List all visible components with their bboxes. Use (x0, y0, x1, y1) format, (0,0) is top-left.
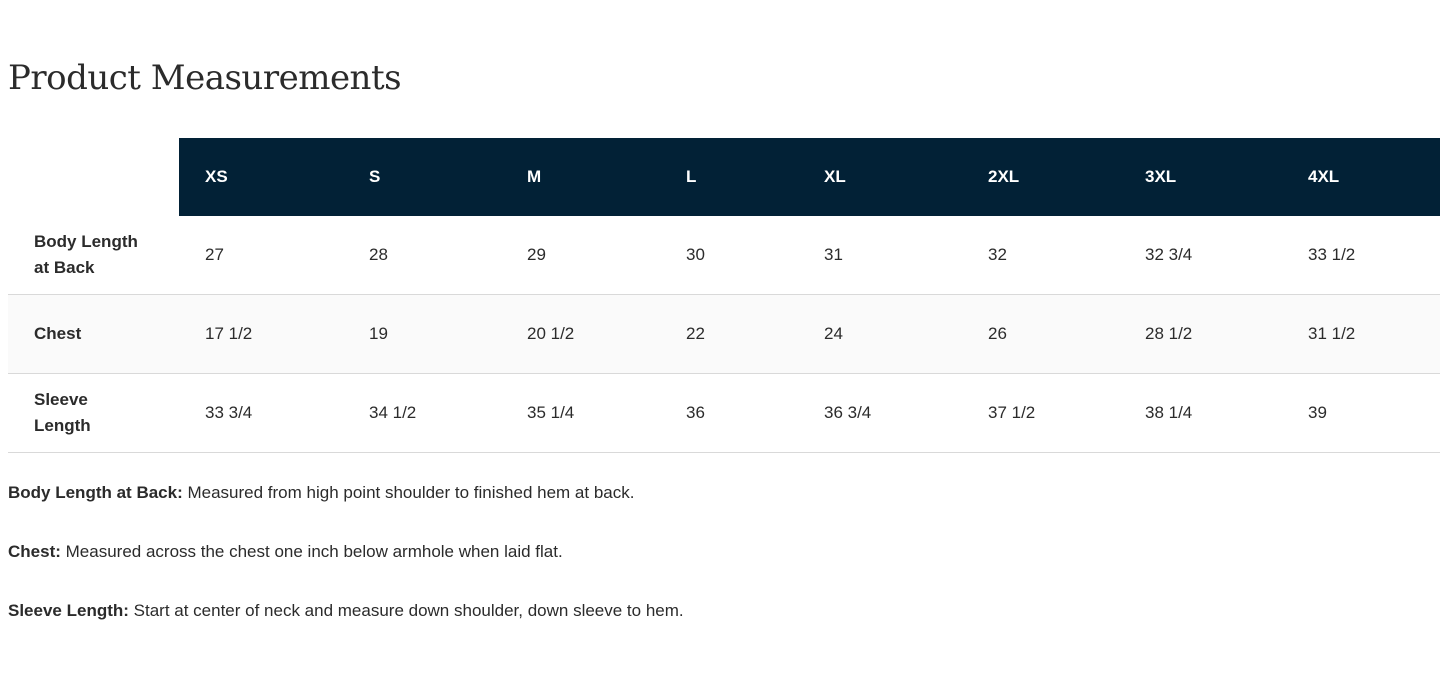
measurement-cell: 22 (660, 294, 798, 374)
measurement-cell: 17 1/2 (179, 294, 343, 374)
size-chart-table: XS S M L XL 2XL 3XL 4XL Body Length at Ba… (8, 138, 1440, 453)
note-sleeve-length: Sleeve Length: Start at center of neck a… (8, 600, 684, 621)
measurement-cell: 33 1/2 (1282, 216, 1440, 295)
measurement-cell: 28 1/2 (1119, 294, 1282, 374)
note-text: Measured from high point shoulder to fin… (182, 483, 635, 502)
note-text: Measured across the chest one inch below… (60, 542, 563, 561)
measurement-cell: 28 (343, 216, 501, 295)
size-header-row: XS S M L XL 2XL 3XL 4XL (8, 138, 1440, 216)
measurement-cell: 33 3/4 (179, 373, 343, 453)
table-row: Sleeve Length 33 3/4 34 1/2 35 1/4 36 36 3/4 37… (8, 373, 1440, 453)
size-header: XL (798, 138, 962, 216)
row-label: Body Length at Back (8, 216, 179, 295)
measurement-cell: 24 (798, 294, 962, 374)
header-blank-cell (8, 138, 179, 216)
row-label: Sleeve Length (8, 373, 179, 453)
size-header: S (343, 138, 501, 216)
measurement-cell: 38 1/4 (1119, 373, 1282, 453)
measurement-cell: 32 3/4 (1119, 216, 1282, 295)
note-term: Body Length at Back: (8, 483, 183, 502)
note-text: Start at center of neck and measure down… (128, 601, 684, 620)
measurement-cell: 31 1/2 (1282, 294, 1440, 374)
note-term: Chest: (8, 542, 61, 561)
measurement-cell: 27 (179, 216, 343, 295)
measurement-cell: 30 (660, 216, 798, 295)
measurement-cell: 39 (1282, 373, 1440, 453)
table-row: Chest 17 1/2 19 20 1/2 22 24 26 28 1/2 31 1/2 (8, 294, 1440, 374)
measurement-cell: 26 (962, 294, 1119, 374)
measurement-cell: 29 (501, 216, 660, 295)
measurement-cell: 19 (343, 294, 501, 374)
measurement-cell: 34 1/2 (343, 373, 501, 453)
table-row: Body Length at Back 27 28 29 30 31 32 32 3/4 33 1… (8, 216, 1440, 295)
measurement-cell: 31 (798, 216, 962, 295)
note-term: Sleeve Length: (8, 601, 129, 620)
row-label: Chest (8, 294, 179, 374)
measurement-cell: 32 (962, 216, 1119, 295)
measurement-cell: 35 1/4 (501, 373, 660, 453)
note-chest: Chest: Measured across the chest one inc… (8, 541, 684, 562)
size-header: 3XL (1119, 138, 1282, 216)
measurement-cell: 37 1/2 (962, 373, 1119, 453)
note-body-length: Body Length at Back: Measured from high … (8, 482, 684, 503)
size-header: XS (179, 138, 343, 216)
measurement-cell: 36 (660, 373, 798, 453)
size-header: 2XL (962, 138, 1119, 216)
size-header: M (501, 138, 660, 216)
size-header: L (660, 138, 798, 216)
page-title: Product Measurements (8, 58, 402, 98)
size-header: 4XL (1282, 138, 1440, 216)
measurement-notes: Body Length at Back: Measured from high … (8, 482, 684, 659)
measurement-cell: 20 1/2 (501, 294, 660, 374)
measurement-cell: 36 3/4 (798, 373, 962, 453)
